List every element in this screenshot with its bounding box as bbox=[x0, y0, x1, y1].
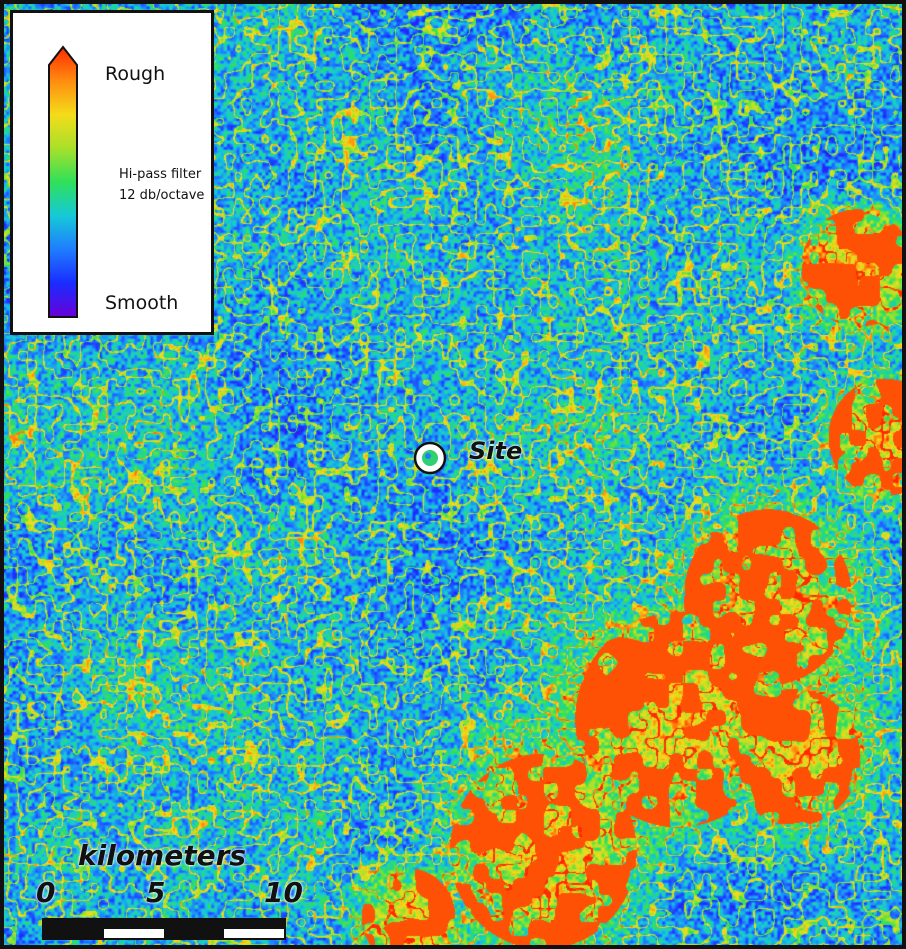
legend-color-ramp bbox=[48, 45, 78, 318]
scale-tick-0: 0 bbox=[36, 876, 56, 909]
scale-bar bbox=[42, 918, 286, 940]
scale-tick-5: 5 bbox=[146, 876, 166, 909]
scale-tick-10: 10 bbox=[264, 876, 303, 909]
legend-filter-label: Hi-pass filter bbox=[119, 167, 202, 182]
legend-smooth-label: Smooth bbox=[105, 292, 179, 314]
scale-bar-title: kilometers bbox=[78, 839, 247, 872]
legend: Rough Hi-pass filter 12 db/octave Smooth bbox=[10, 10, 214, 335]
legend-filter-rate: 12 db/octave bbox=[119, 188, 205, 203]
site-label: Site bbox=[469, 437, 523, 465]
legend-ramp-arrow bbox=[48, 45, 78, 318]
site-marker-icon[interactable] bbox=[412, 440, 448, 476]
legend-rough-label: Rough bbox=[105, 63, 166, 85]
